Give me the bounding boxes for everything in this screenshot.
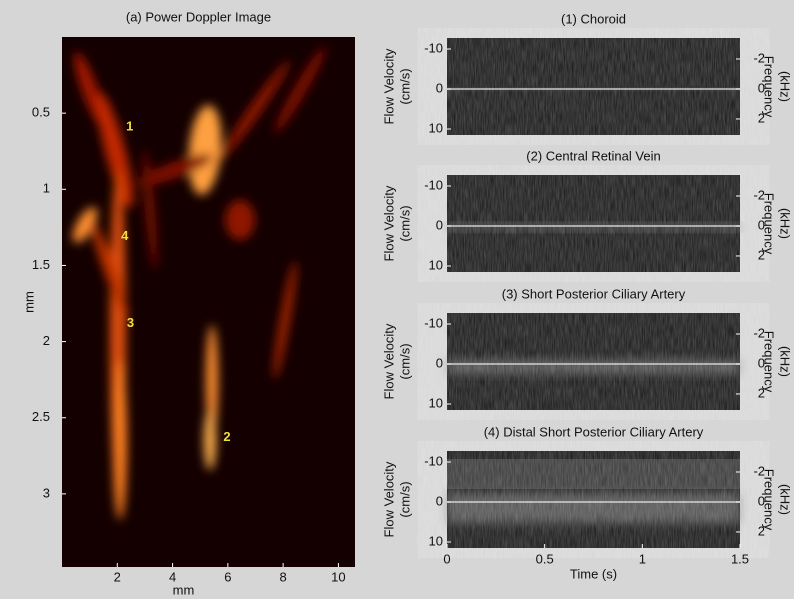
- x-tick-label: 1.5: [731, 551, 749, 566]
- y-tick-label: 10: [429, 395, 443, 410]
- y-axis-label: mm: [21, 291, 36, 313]
- panel-title: (4) Distal Short Posterior Ciliary Arter…: [484, 424, 704, 439]
- y2-axis-label: (kHz): [778, 208, 793, 239]
- y-axis-label: Flow Velocity: [381, 185, 396, 261]
- vessel: [72, 207, 98, 243]
- y2-tick-label: 2: [758, 385, 765, 400]
- y2-axis-label: Frequency: [762, 331, 777, 393]
- y-axis-label: Flow Velocity: [381, 323, 396, 399]
- panel-title: (a) Power Doppler Image: [126, 9, 271, 24]
- vessel: [91, 222, 129, 318]
- x-tick-label: 10: [331, 569, 345, 584]
- y2-tick-label: 2: [758, 523, 765, 538]
- vessel: [206, 325, 218, 435]
- y-axis-label: (cm/s): [397, 68, 412, 104]
- y-tick-label: -10: [424, 177, 443, 192]
- y-tick-label: -10: [424, 40, 443, 55]
- vessel: [188, 105, 222, 195]
- y-tick-label: 0: [436, 355, 443, 370]
- noise: [447, 451, 740, 548]
- vessel: [273, 260, 297, 380]
- y2-tick-label: -2: [753, 325, 765, 340]
- y2-tick-label: 0: [758, 217, 765, 232]
- vessel: [137, 154, 213, 186]
- y-tick-label: 0: [436, 217, 443, 232]
- y-tick-label: 2: [43, 333, 50, 348]
- panel-title: (2) Central Retinal Vein: [526, 148, 660, 163]
- vessel: [274, 46, 326, 134]
- x-tick-label: 4: [169, 569, 176, 584]
- y-tick-label: -10: [424, 453, 443, 468]
- x-axis-label: mm: [173, 582, 195, 597]
- y-axis-label: (cm/s): [397, 481, 412, 517]
- y-tick-label: 10: [429, 257, 443, 272]
- x-tick-label: 6: [224, 569, 231, 584]
- x-axis-label: Time (s): [570, 566, 617, 581]
- vessel: [113, 360, 127, 520]
- noise: [447, 175, 740, 272]
- x-tick-label: 1: [639, 551, 646, 566]
- y-axis-label: Flow Velocity: [381, 461, 396, 537]
- y-tick-label: 3: [43, 485, 50, 500]
- y2-tick-label: 0: [758, 355, 765, 370]
- vessels: [72, 46, 326, 520]
- y-tick-label: 0.5: [32, 105, 50, 120]
- y2-axis-label: Frequency: [762, 56, 777, 118]
- y2-axis-label: (kHz): [778, 346, 793, 377]
- panel-title: (3) Short Posterior Ciliary Artery: [502, 286, 686, 301]
- y2-tick-label: -2: [753, 463, 765, 478]
- x-tick-label: 8: [280, 569, 287, 584]
- x-tick-label: 2: [114, 569, 121, 584]
- annotation: 3: [127, 315, 134, 330]
- vessel: [96, 91, 134, 209]
- annotation: 1: [126, 118, 133, 133]
- annotation: 4: [121, 228, 129, 243]
- y2-axis-label: Frequency: [762, 193, 777, 255]
- y2-tick-label: -2: [753, 187, 765, 202]
- vessel: [220, 60, 290, 160]
- y-tick-label: 10: [429, 533, 443, 548]
- annotation: 2: [223, 429, 230, 444]
- y2-tick-label: 2: [758, 110, 765, 125]
- y-tick-label: 1.5: [32, 257, 50, 272]
- y-axis-label: Flow Velocity: [381, 48, 396, 124]
- y2-axis-label: (kHz): [778, 71, 793, 102]
- y-tick-label: -10: [424, 315, 443, 330]
- y-tick-label: 0: [436, 80, 443, 95]
- noise: [447, 313, 740, 410]
- y2-axis-label: Frequency: [762, 469, 777, 531]
- y-tick-label: 1: [43, 181, 50, 196]
- x-tick-label: 0.5: [536, 551, 554, 566]
- vessel: [225, 200, 255, 240]
- y-axis-label: (cm/s): [397, 205, 412, 241]
- y-tick-label: 0: [436, 493, 443, 508]
- y-tick-label: 2.5: [32, 409, 50, 424]
- vessel: [204, 410, 216, 470]
- noise: [447, 38, 740, 135]
- y2-axis-label: (kHz): [778, 484, 793, 515]
- y-tick-label: 10: [429, 120, 443, 135]
- y-axis-label: (cm/s): [397, 343, 412, 379]
- panel-title: (1) Choroid: [561, 11, 626, 26]
- vessel: [142, 150, 158, 270]
- y2-tick-label: -2: [753, 50, 765, 65]
- y2-tick-label: 2: [758, 247, 765, 262]
- x-tick-label: 0: [443, 551, 450, 566]
- y2-tick-label: 0: [758, 493, 765, 508]
- y2-tick-label: 0: [758, 80, 765, 95]
